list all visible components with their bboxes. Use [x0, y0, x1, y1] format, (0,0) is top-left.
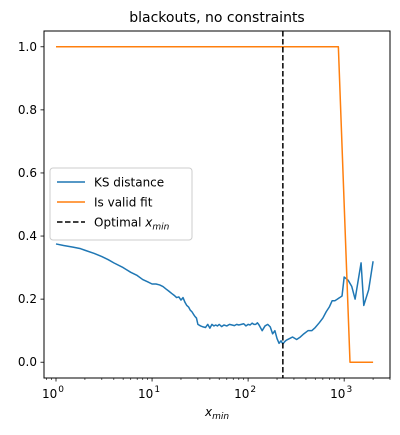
plot-content	[55, 31, 374, 378]
legend-box	[49, 167, 193, 241]
y-tick-label: 1.0	[18, 40, 37, 54]
legend-label: KS distance	[94, 176, 164, 190]
legend-item-ks-distance: KS distance	[57, 176, 164, 190]
x-tick-exponent: 2	[250, 385, 256, 395]
y-axis: 0.0 0.2 0.4 0.6 0.8 1.0	[18, 40, 44, 369]
x-axis: 100 101 102 103	[42, 378, 391, 401]
x-tick-label: 102	[234, 385, 256, 401]
y-tick-label: 0.8	[18, 103, 37, 117]
chart-title: blackouts, no constraints	[129, 10, 304, 26]
legend-label-text: Optimal	[94, 216, 145, 230]
legend-label-sub: min	[152, 223, 169, 233]
y-tick-label: 0.2	[18, 292, 37, 306]
legend-label: Is valid fit	[94, 196, 153, 210]
x-axis-label: xmin	[204, 405, 229, 422]
x-tick-label: 103	[330, 385, 352, 401]
x-axis-label-sub: min	[212, 412, 229, 422]
legend-label-x: x	[144, 216, 153, 230]
x-tick-exponent: 0	[58, 385, 64, 395]
y-tick-label: 0.0	[18, 355, 37, 369]
plot-frame	[43, 30, 391, 379]
x-tick-exponent: 3	[346, 385, 352, 395]
x-tick-exponent: 1	[154, 385, 160, 395]
y-tick-label: 0.6	[18, 166, 37, 180]
legend: KS distance Is valid fit Optimal xmin	[49, 167, 193, 241]
legend-item-is-valid-fit: Is valid fit	[57, 196, 153, 210]
legend-label: Optimal xmin	[94, 216, 170, 233]
series-line-ks-distance	[55, 243, 374, 345]
series-line-is-valid-fit	[56, 46, 374, 363]
x-tick-label: 100	[42, 385, 64, 401]
x-axis-label-base: x	[204, 405, 213, 419]
legend-item-optimal-xmin: Optimal xmin	[57, 216, 170, 233]
y-tick-label: 0.4	[18, 229, 37, 243]
x-tick-label: 101	[138, 385, 160, 401]
